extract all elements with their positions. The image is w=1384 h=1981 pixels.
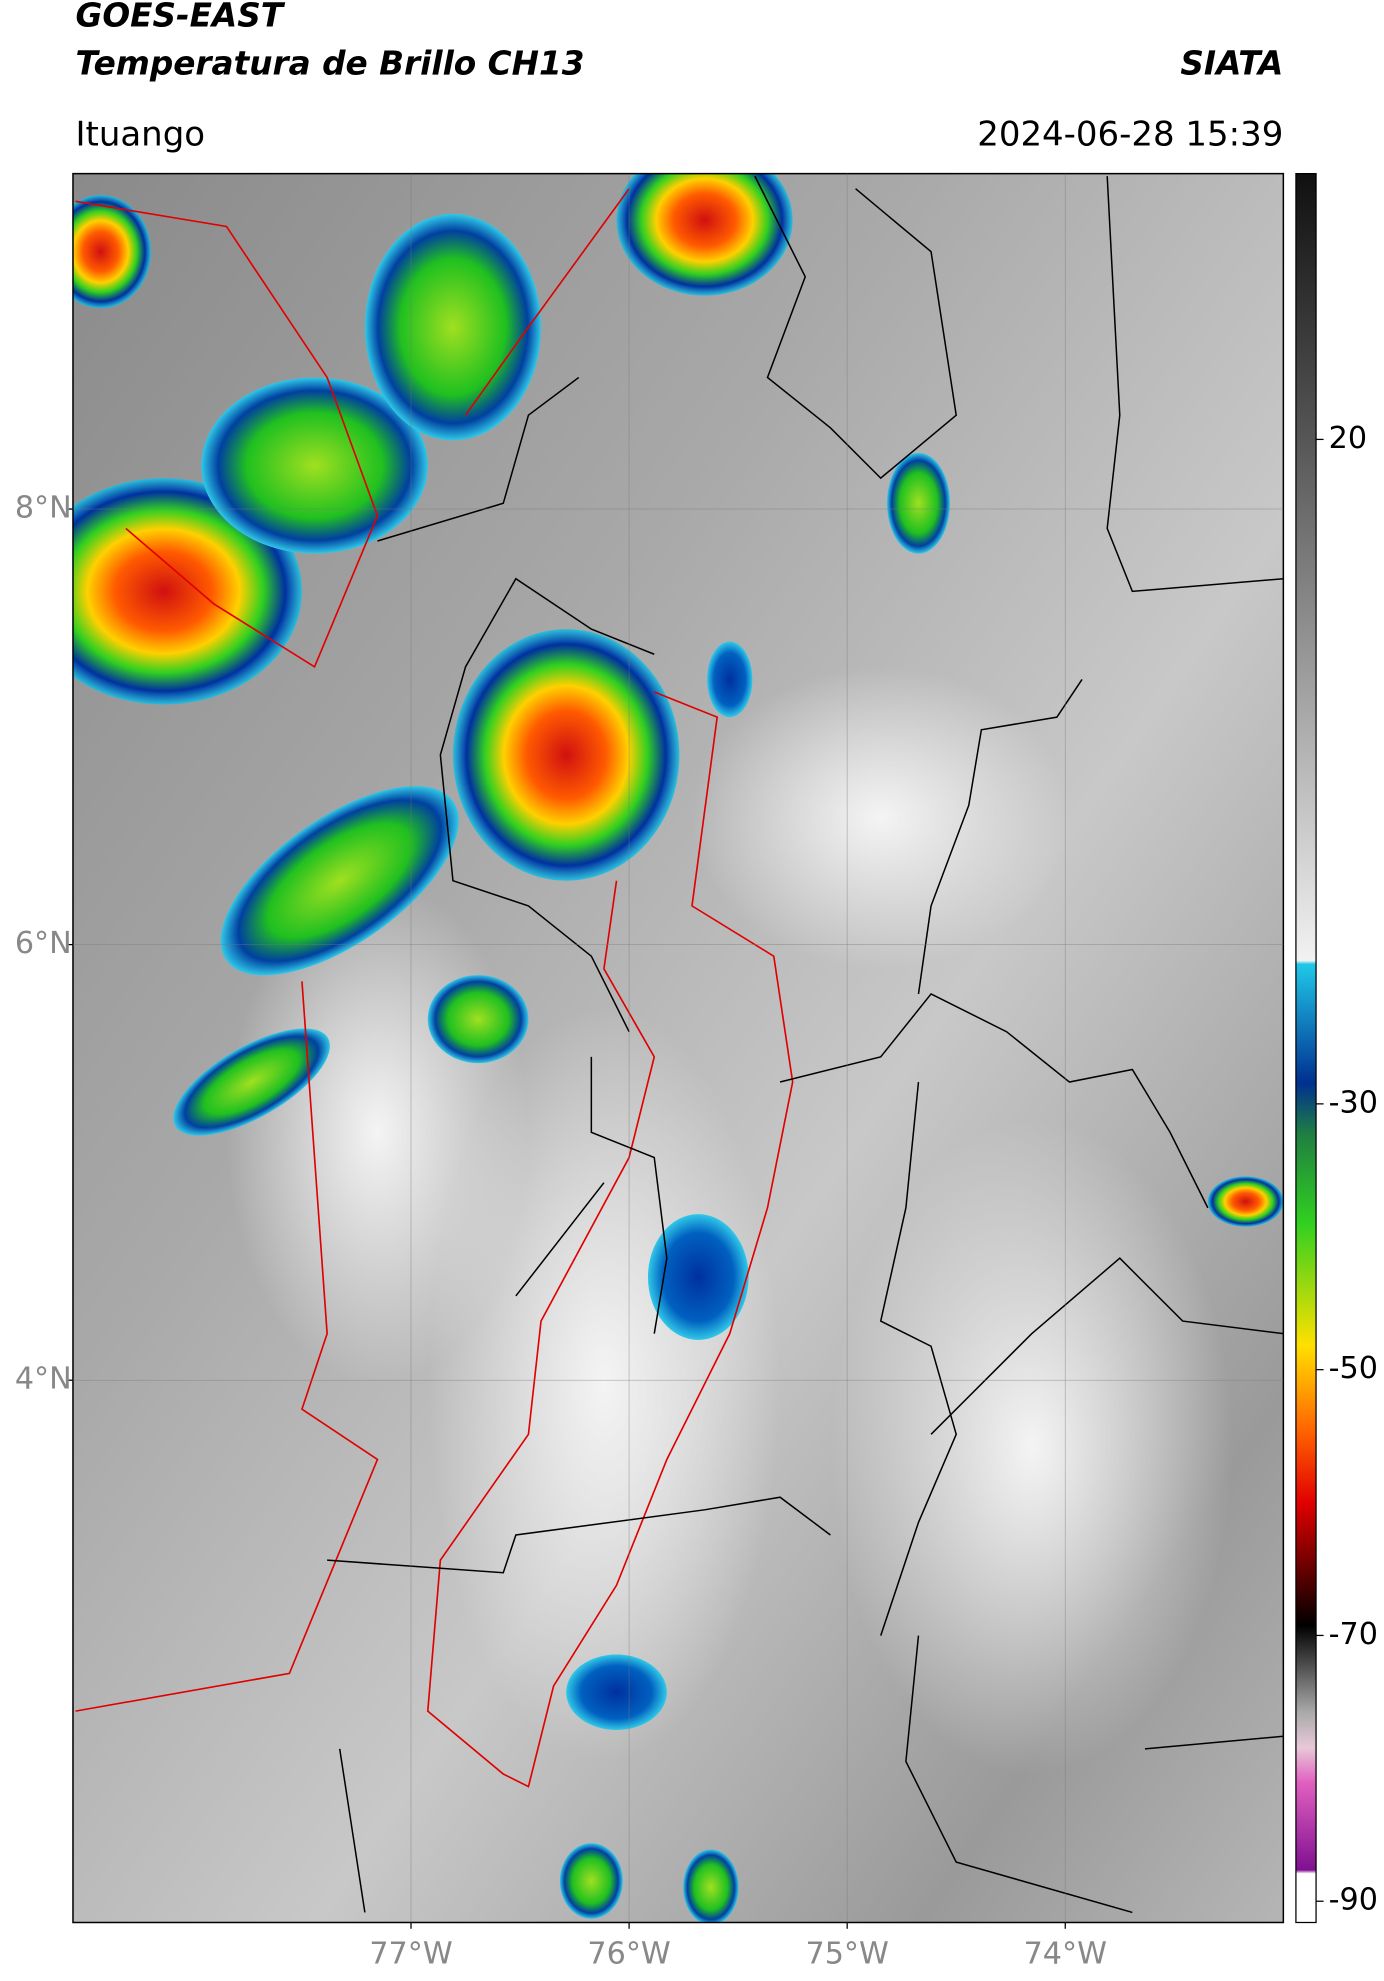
colorbar-tick-label: 20	[1329, 421, 1367, 456]
source: SIATA	[1180, 44, 1283, 82]
subtitle: Temperatura de Brillo CH13	[75, 44, 584, 82]
colorbar-tick-label: -50	[1329, 1351, 1378, 1386]
x-tick-label: 77°W	[369, 1937, 452, 1972]
title: GOES-EAST	[75, 0, 285, 35]
y-tick-label: 8°N	[15, 491, 72, 526]
colorbar-tick-label: -30	[1329, 1085, 1378, 1120]
x-tick-label: 75°W	[805, 1937, 888, 1972]
colorbar-tick-label: -70	[1329, 1617, 1378, 1652]
colorbar	[1295, 172, 1317, 1924]
satellite-image	[72, 173, 1284, 1923]
y-tick-label: 6°N	[15, 926, 72, 961]
datetime: 2024-06-28 15:39	[977, 114, 1283, 154]
x-tick-label: 74°W	[1024, 1937, 1107, 1972]
y-tick-label: 4°N	[15, 1362, 72, 1397]
map-frame	[72, 172, 1285, 1924]
x-tick-label: 76°W	[587, 1937, 670, 1972]
location: Ituango	[75, 114, 205, 154]
colorbar-tick-label: -90	[1329, 1883, 1378, 1918]
